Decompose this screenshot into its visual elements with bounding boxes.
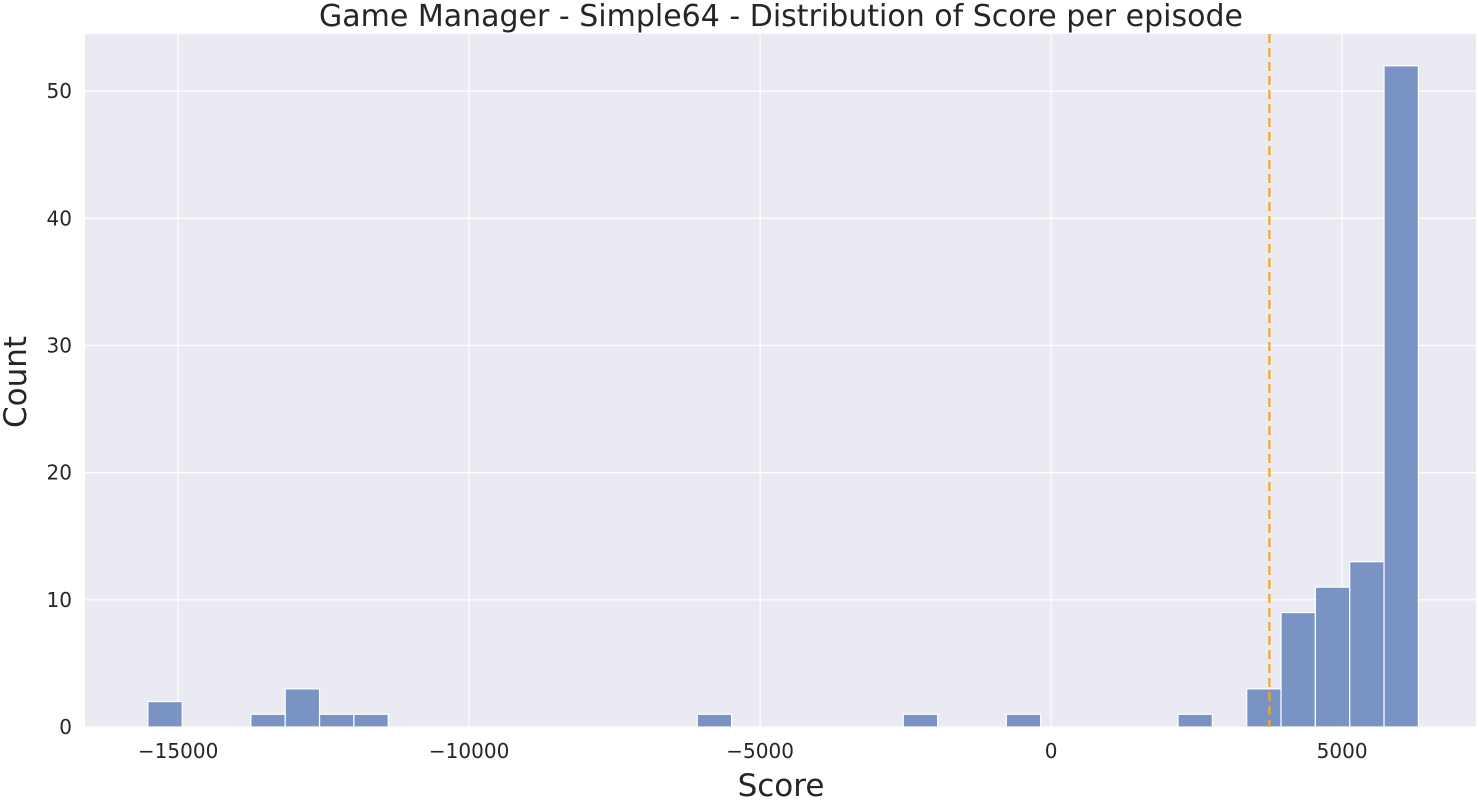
chart-title: Game Manager - Simple64 - Distribution o… (319, 0, 1243, 34)
histogram-bar (696, 713, 733, 728)
tick-labels: −15000 −10000 −5000 0 5000 0 10 20 30 40 50 (47, 79, 1368, 763)
histogram-bar (1383, 65, 1419, 728)
y-axis-title: Count (0, 336, 34, 428)
histogram-bar (318, 713, 355, 728)
x-tick-label: 0 (1045, 739, 1058, 763)
histogram-bar (250, 713, 286, 728)
histogram-bar (1314, 586, 1351, 728)
x-axis-title: Score (738, 768, 825, 803)
histogram-bar (1280, 611, 1316, 728)
y-tick-label: 30 (47, 334, 72, 358)
x-tick-label: −15000 (138, 739, 218, 763)
histogram-bar (1177, 713, 1213, 728)
x-tick-label: −5000 (726, 739, 794, 763)
x-tick-label: −10000 (429, 739, 509, 763)
y-tick-label: 40 (47, 206, 72, 230)
histogram-bar (902, 713, 939, 728)
y-tick-label: 50 (47, 79, 72, 103)
histogram-bar (353, 713, 389, 728)
y-tick-label: 20 (47, 461, 72, 485)
y-tick-label: 0 (59, 715, 72, 739)
plot-area (85, 34, 1476, 727)
x-tick-label: 5000 (1317, 739, 1368, 763)
histogram-bar (1349, 561, 1385, 728)
histogram-bars (147, 65, 1419, 728)
y-tick-label: 10 (47, 588, 72, 612)
histogram-bar (147, 700, 183, 728)
histogram-bar (1246, 688, 1282, 728)
histogram-bar (284, 688, 321, 728)
histogram-bar (1005, 713, 1042, 728)
